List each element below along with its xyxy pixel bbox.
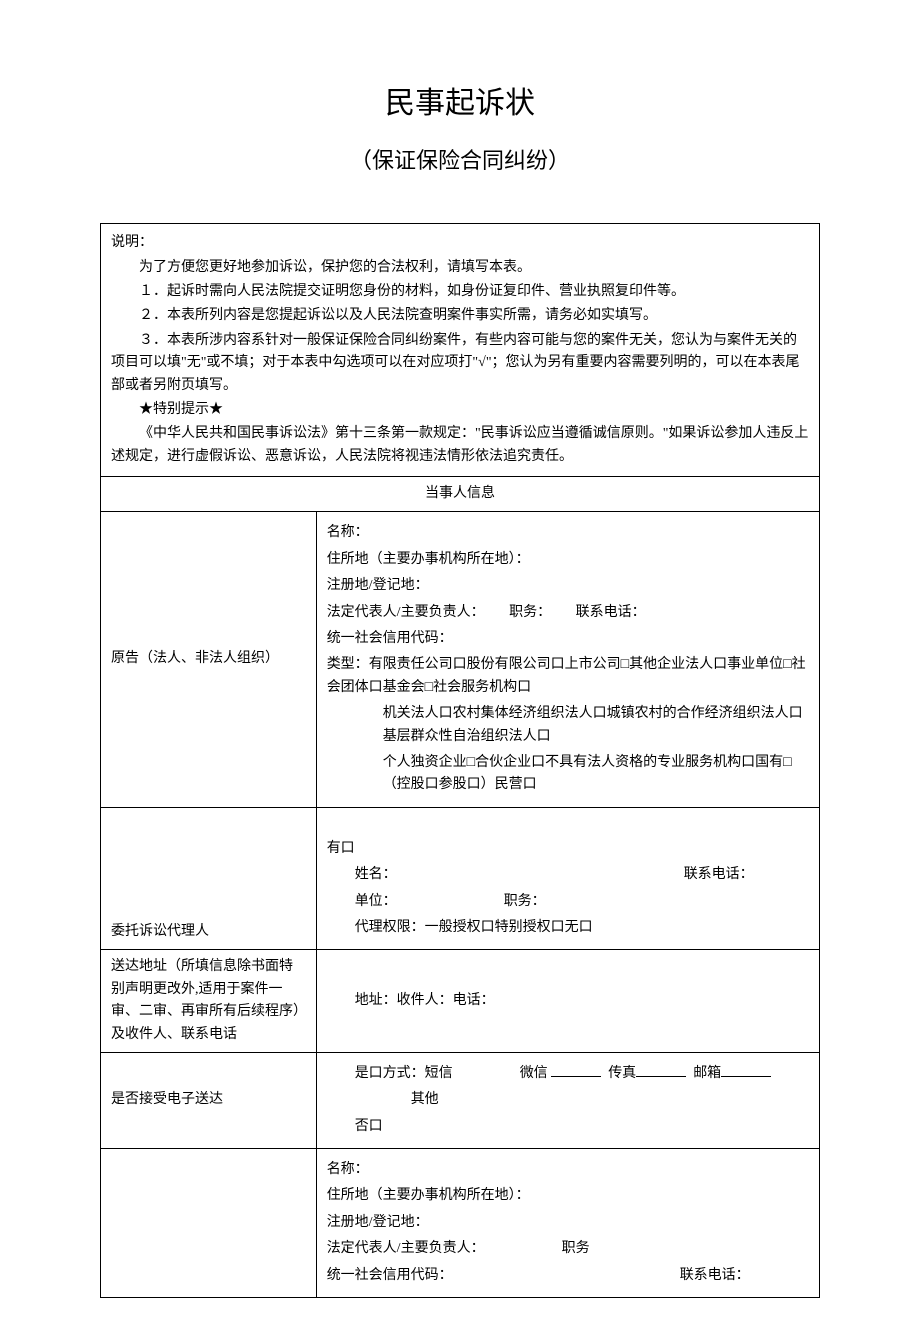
email-underline[interactable]	[721, 1063, 771, 1077]
plaintiff-type-label: 类型：	[327, 657, 369, 672]
delivery-label: 送达地址（所填信息除书面特别声明更改外,适用于案件一审、二审、再审所有后续程序）…	[101, 950, 317, 1053]
document-subtitle: （保证保险合同纠纷）	[100, 143, 820, 178]
defendant-registration[interactable]: 注册地/登记地：	[327, 1212, 809, 1234]
plaintiff-type-line[interactable]: 类型：有限责任公司口股份有限公司口上市公司□其他企业法人口事业单位□社会团体口基…	[327, 654, 809, 699]
defendant-content: 名称： 住所地（主要办事机构所在地）： 注册地/登记地： 法定代表人/主要负责人…	[316, 1149, 819, 1298]
agent-name-line[interactable]: 姓名： 联系电话：	[327, 864, 809, 886]
agent-position: 职务：	[504, 894, 546, 909]
defendant-position: 职务	[562, 1241, 590, 1256]
fax-underline[interactable]	[636, 1063, 686, 1077]
defendant-phone: 联系电话：	[680, 1268, 750, 1283]
instructions-item2: ２．本表所列内容是您提起诉讼以及人民法院查明案件事实所需，请务必如实填写。	[111, 305, 809, 327]
defendant-credit-code: 统一社会信用代码：	[327, 1268, 453, 1283]
instructions-item1: １．起诉时需向人民法院提交证明您身份的材料，如身份证复印件、营业执照复印件等。	[111, 281, 809, 303]
special-text: 《中华人民共和国民事诉讼法》第十三条第一款规定："民事诉讼应当遵循诚信原则。"如…	[111, 423, 809, 468]
defendant-legal-rep: 法定代表人/主要负责人：	[327, 1241, 485, 1256]
instructions-cell: 说明： 为了方便您更好地参加诉讼，保护您的合法权利，请填写本表。 １．起诉时需向…	[101, 224, 820, 477]
defendant-domicile[interactable]: 住所地（主要办事机构所在地）：	[327, 1185, 809, 1207]
agent-unit-line[interactable]: 单位： 职务：	[327, 891, 809, 913]
special-header: ★特别提示★	[111, 399, 809, 421]
agent-label: 委托诉讼代理人	[101, 807, 317, 950]
agent-content: 有口 姓名： 联系电话： 单位： 职务： 代理权限：一般授权口特别授权口无口	[316, 807, 819, 950]
plaintiff-credit-code[interactable]: 统一社会信用代码：	[327, 628, 809, 650]
document-title: 民事起诉状	[100, 80, 820, 128]
electronic-wechat: 微信	[520, 1066, 548, 1081]
instructions-header: 说明：	[111, 232, 809, 254]
main-form-table: 说明： 为了方便您更好地参加诉讼，保护您的合法权利，请填写本表。 １．起诉时需向…	[100, 223, 820, 1298]
electronic-email: 邮箱	[693, 1066, 721, 1081]
defendant-credit-line[interactable]: 统一社会信用代码： 联系电话：	[327, 1265, 809, 1287]
plaintiff-position: 职务：	[509, 605, 551, 620]
agent-phone: 联系电话：	[684, 867, 754, 882]
wechat-underline[interactable]	[551, 1063, 601, 1077]
plaintiff-type-2[interactable]: 机关法人口农村集体经济组织法人口城镇农村的合作经济组织法人口基层群众性自治组织法…	[327, 703, 809, 748]
delivery-content[interactable]: 地址：收件人：电话：	[316, 950, 819, 1053]
electronic-fax: 传真	[608, 1066, 636, 1081]
defendant-label	[101, 1149, 317, 1298]
defendant-name[interactable]: 名称：	[327, 1159, 809, 1181]
electronic-other[interactable]: 其他	[327, 1089, 809, 1111]
instructions-intro: 为了方便您更好地参加诉讼，保护您的合法权利，请填写本表。	[111, 257, 809, 279]
plaintiff-legal-rep: 法定代表人/主要负责人：	[327, 605, 485, 620]
electronic-yes: 是口方式：短信	[355, 1066, 453, 1081]
plaintiff-registration[interactable]: 注册地/登记地：	[327, 575, 809, 597]
plaintiff-type-3[interactable]: 个人独资企业□合伙企业口不具有法人资格的专业服务机构口国有□（控股口参股口）民营…	[327, 752, 809, 797]
plaintiff-phone: 联系电话：	[576, 605, 646, 620]
agent-name: 姓名：	[355, 867, 397, 882]
plaintiff-type-1: 有限责任公司口股份有限公司口上市公司□其他企业法人口事业单位□社会团体口基金会□…	[327, 657, 806, 694]
plaintiff-domicile[interactable]: 住所地（主要办事机构所在地）：	[327, 549, 809, 571]
agent-has[interactable]: 有口	[327, 838, 809, 860]
agent-authority[interactable]: 代理权限：一般授权口特别授权口无口	[327, 917, 809, 939]
electronic-yes-line[interactable]: 是口方式：短信 微信 传真 邮箱	[327, 1063, 809, 1085]
plaintiff-name[interactable]: 名称：	[327, 522, 809, 544]
electronic-no[interactable]: 否口	[327, 1116, 809, 1138]
electronic-content: 是口方式：短信 微信 传真 邮箱 其他 否口	[316, 1052, 819, 1148]
delivery-address: 地址：收件人：电话：	[327, 990, 809, 1012]
plaintiff-label: 原告（法人、非法人组织）	[101, 512, 317, 807]
instructions-item3: ３．本表所涉内容系针对一般保证保险合同纠纷案件，有些内容可能与您的案件无关，您认…	[111, 330, 809, 397]
party-section-header: 当事人信息	[101, 477, 820, 512]
agent-unit: 单位：	[355, 894, 397, 909]
defendant-legal-rep-line[interactable]: 法定代表人/主要负责人： 职务	[327, 1238, 809, 1260]
electronic-label: 是否接受电子送达	[101, 1052, 317, 1148]
plaintiff-content: 名称： 住所地（主要办事机构所在地）： 注册地/登记地： 法定代表人/主要负责人…	[316, 512, 819, 807]
plaintiff-legal-rep-line[interactable]: 法定代表人/主要负责人： 职务： 联系电话：	[327, 602, 809, 624]
